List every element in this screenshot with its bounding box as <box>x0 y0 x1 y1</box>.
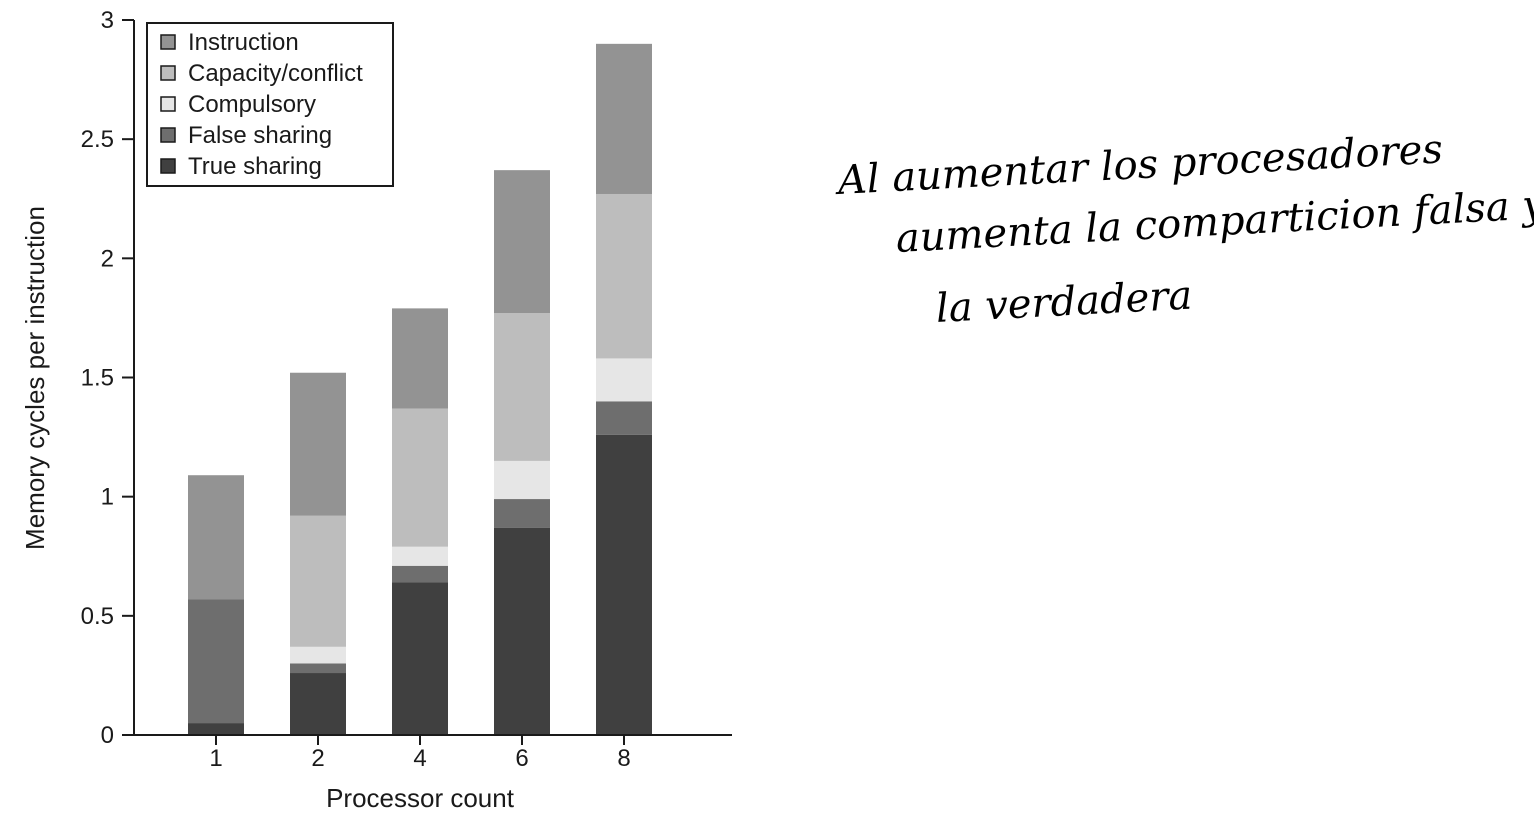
bar-instruction-4 <box>392 308 448 409</box>
legend-label-compulsory: Compulsory <box>188 91 316 118</box>
legend-swatch-capacity-conflict <box>160 65 176 81</box>
legend-label-false-sharing: False sharing <box>188 122 332 149</box>
y-tick-label: 1.5 <box>81 365 114 392</box>
x-tick-label: 2 <box>311 745 324 772</box>
bar-false-sharing-4 <box>392 565 448 583</box>
legend-label-true-sharing: True sharing <box>188 153 322 180</box>
bar-true-sharing-6 <box>494 527 550 735</box>
x-axis-ticks: 1 2 4 6 8 <box>209 735 631 772</box>
y-tick-label: 2.5 <box>81 126 114 153</box>
bar-true-sharing-8 <box>596 434 652 735</box>
y-axis-ticks: 0 0.5 1 1.5 2 2.5 3 <box>81 7 134 749</box>
bar-compulsory-6 <box>494 460 550 500</box>
x-axis-title: Processor count <box>326 783 515 813</box>
legend-frame <box>146 22 394 187</box>
bar-capacity-conflict-8 <box>596 193 652 359</box>
legend-label-instruction: Instruction <box>188 29 299 56</box>
bar-compulsory-2 <box>290 646 346 664</box>
bar-false-sharing-1 <box>188 599 244 724</box>
legend-label-capacity-conflict: Capacity/conflict <box>188 60 363 87</box>
bar-capacity-conflict-4 <box>392 408 448 547</box>
legend-swatch-true-sharing <box>160 158 176 174</box>
legend-swatch-false-sharing <box>160 127 176 143</box>
bar-instruction-8 <box>596 43 652 194</box>
bar-true-sharing-2 <box>290 673 346 735</box>
bar-compulsory-4 <box>392 546 448 566</box>
y-tick-label: 2 <box>101 245 114 272</box>
bars <box>188 43 652 735</box>
bar-false-sharing-8 <box>596 401 652 435</box>
legend-swatch-instruction <box>160 34 176 50</box>
bar-false-sharing-2 <box>290 663 346 674</box>
bar-false-sharing-6 <box>494 499 550 528</box>
bar-capacity-conflict-6 <box>494 313 550 461</box>
bar-capacity-conflict-2 <box>290 515 346 647</box>
bar-true-sharing-4 <box>392 582 448 735</box>
bar-instruction-1 <box>188 475 244 600</box>
legend-swatch-compulsory <box>160 96 176 112</box>
bar-true-sharing-1 <box>188 723 244 735</box>
legend: Instruction Capacity/conflict Compulsory Fa… <box>146 22 394 187</box>
bar-instruction-6 <box>494 170 550 314</box>
x-tick-label: 1 <box>209 745 222 772</box>
x-tick-label: 4 <box>413 745 426 772</box>
y-tick-label: 0 <box>101 722 114 749</box>
y-tick-label: 1 <box>101 484 114 511</box>
x-tick-label: 8 <box>617 745 630 772</box>
bar-compulsory-8 <box>596 358 652 402</box>
bar-instruction-2 <box>290 372 346 516</box>
x-tick-label: 6 <box>515 745 528 772</box>
y-tick-label: 0.5 <box>81 603 114 630</box>
y-tick-label: 3 <box>101 7 114 34</box>
y-axis-title: Memory cycles per instruction <box>20 206 50 550</box>
